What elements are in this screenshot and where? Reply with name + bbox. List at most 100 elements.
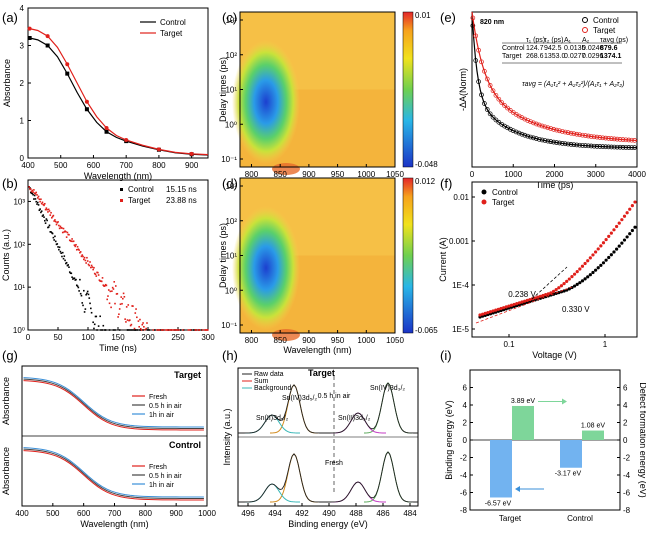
data-point — [83, 311, 86, 313]
data-point — [79, 251, 81, 254]
bar — [490, 440, 512, 498]
data-point — [522, 116, 528, 122]
data-point — [93, 266, 95, 269]
y-tick-label: -2 — [460, 454, 468, 463]
y-axis-label: Intensity (a.u.) — [222, 408, 232, 465]
data-point — [84, 99, 89, 104]
data-point — [523, 299, 527, 303]
data-point — [491, 309, 495, 313]
data-point — [601, 241, 606, 245]
data-point — [493, 117, 499, 123]
chart-c-signal-region — [232, 39, 300, 164]
data-point — [71, 276, 73, 279]
data-point — [45, 218, 48, 220]
y-tick-label: 2 — [20, 79, 25, 88]
data-point — [536, 136, 542, 142]
data-point — [596, 247, 600, 251]
data-point — [141, 323, 144, 326]
data-point — [117, 316, 119, 318]
data-point — [97, 271, 99, 274]
data-point — [111, 290, 113, 292]
data-point — [99, 315, 101, 318]
data-point — [559, 129, 565, 134]
y-axis-label: Delay times (ps) — [218, 57, 228, 122]
data-point — [40, 198, 42, 201]
data-point — [536, 122, 542, 128]
legend-label: Background — [254, 385, 291, 392]
data-point — [61, 231, 64, 234]
data-point — [481, 312, 485, 316]
data-point — [42, 214, 45, 216]
data-point — [580, 264, 585, 268]
data-point — [591, 143, 597, 149]
data-point — [57, 246, 59, 248]
data-point — [62, 227, 65, 230]
bar — [582, 430, 604, 440]
x-tick-label: 950 — [331, 170, 345, 179]
fit-peak — [269, 453, 319, 503]
x-tick-label: 900 — [302, 336, 316, 345]
y-tick-label: 10¹ — [225, 252, 237, 261]
data-point — [522, 132, 528, 138]
decay-formula: τavg = (A₁τ₁² + A₂τ₂²)/(A₁τ₁ + A₂τ₂) — [522, 81, 624, 88]
colorbar-max-label: 0.01 — [415, 11, 431, 20]
data-point — [545, 125, 551, 131]
data-point — [85, 262, 87, 264]
data-point — [39, 200, 41, 203]
data-point — [62, 257, 65, 260]
data-point — [189, 329, 192, 331]
data-point — [599, 263, 603, 267]
legend-label: Raw data — [254, 371, 284, 378]
annotation-0238: 0.238 V — [508, 290, 536, 299]
y-tick-label: 10¹ — [13, 283, 25, 292]
data-point — [58, 246, 61, 249]
data-point — [583, 261, 587, 266]
table-cell: 0.0135 — [564, 45, 586, 52]
y-tick-label: 4 — [20, 4, 25, 13]
data-point — [124, 138, 129, 142]
y-tick-label: 1E-5 — [452, 325, 469, 334]
data-point — [600, 135, 606, 141]
data-point — [597, 135, 603, 140]
raw-data-line — [237, 451, 419, 503]
data-point — [92, 268, 94, 271]
data-point — [575, 282, 579, 287]
x-tick-label: 800 — [139, 509, 153, 518]
data-point — [87, 293, 90, 296]
panel-label-6: (g) — [2, 348, 18, 363]
series-line — [23, 448, 204, 499]
data-point — [45, 34, 50, 39]
bar-value-label: 3.89 eV — [511, 398, 535, 405]
data-point — [139, 327, 142, 330]
chart-d-hot-spot — [272, 329, 300, 341]
data-point — [585, 133, 591, 139]
data-point — [36, 203, 38, 205]
table-cell: 124.7 — [526, 45, 544, 52]
data-point — [96, 329, 98, 331]
data-point — [525, 298, 529, 302]
y-axis-label: Counts (a.u.) — [1, 229, 11, 281]
data-point — [482, 68, 487, 74]
data-point — [198, 329, 201, 331]
data-point — [143, 326, 145, 328]
data-point — [133, 327, 136, 330]
data-point — [189, 151, 194, 156]
data-point — [515, 302, 519, 306]
fit-line-target — [475, 286, 573, 324]
data-point — [557, 128, 562, 134]
data-point — [134, 312, 137, 314]
panel-label-2: (c) — [222, 10, 237, 25]
data-point — [45, 207, 48, 209]
data-point — [620, 137, 626, 142]
data-point — [533, 296, 537, 300]
data-point — [588, 256, 592, 260]
data-point — [490, 88, 496, 94]
y-tick-label: 1 — [20, 117, 25, 126]
legend-label: Target — [128, 196, 151, 205]
x-axis-label: Time (ps) — [536, 180, 574, 190]
data-point — [580, 279, 585, 283]
y-tick-label-right: 0 — [623, 436, 628, 445]
data-point — [600, 144, 606, 149]
data-point — [178, 329, 180, 331]
data-point — [71, 238, 73, 240]
